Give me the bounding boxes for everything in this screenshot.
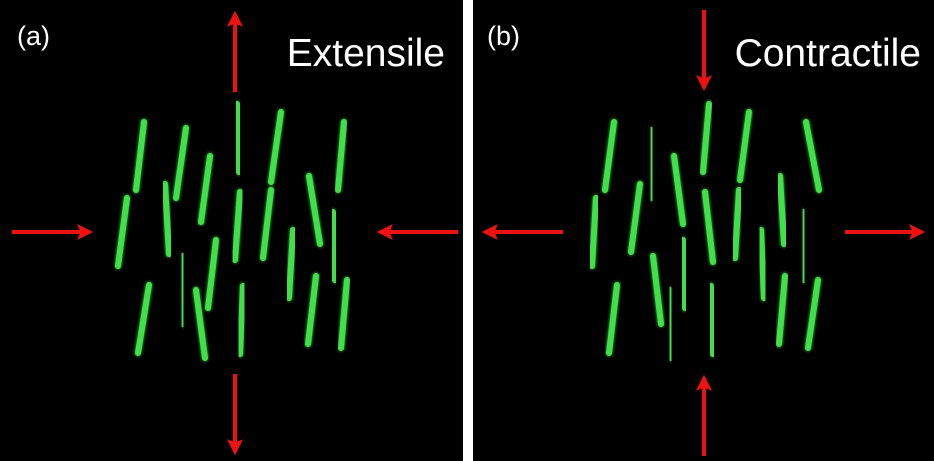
rod (240, 286, 243, 354)
rod (670, 290, 671, 358)
rod (780, 176, 784, 244)
panel-title: Extensile (287, 32, 445, 75)
rod (592, 198, 596, 266)
panel-b: (b) Contractile (473, 0, 934, 461)
panel-label: (a) (17, 21, 50, 51)
rod (651, 130, 652, 198)
rod (289, 230, 293, 298)
rod (683, 240, 685, 308)
rod (182, 256, 183, 324)
rod (237, 104, 239, 172)
rod (333, 212, 335, 280)
panel-label: (b) (487, 21, 520, 51)
rod (711, 286, 713, 354)
rod (735, 190, 739, 258)
rod (803, 212, 804, 280)
panel-title: Contractile (735, 32, 921, 75)
rod (761, 230, 764, 298)
rod (165, 184, 169, 254)
panel-a: (a) Extensile (0, 0, 463, 461)
figure: (a) Extensile (0, 0, 934, 461)
